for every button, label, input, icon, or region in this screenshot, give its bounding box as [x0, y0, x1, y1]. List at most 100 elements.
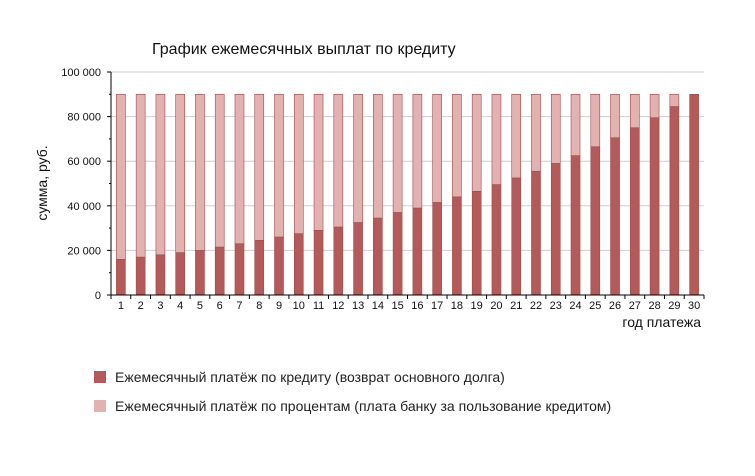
x-tick-label: 23 — [550, 300, 562, 312]
x-tick-label: 12 — [332, 300, 344, 312]
x-tick-label: 26 — [609, 300, 621, 312]
bar-principal — [570, 155, 581, 296]
grid-lines — [111, 71, 704, 251]
y-tick-label: 0 — [95, 290, 101, 302]
x-tick-labels: 1 2 3 4 5 6 7 8 9 10 11 12 13 14 15 16 17 18 19 20 21 22 23 24 2… — [118, 300, 700, 312]
bar-principal — [313, 230, 324, 296]
bar-interest — [135, 94, 146, 258]
y-tick-label: 80 000 — [67, 112, 101, 124]
x-tick-label: 18 — [451, 300, 463, 312]
bar-principal — [234, 243, 245, 296]
x-tick-label: 30 — [688, 300, 700, 312]
bar-interest — [175, 94, 185, 253]
bar-principal — [373, 217, 383, 296]
bar-interest — [353, 94, 363, 223]
bar-principal — [392, 212, 403, 296]
bar-interest — [392, 94, 403, 213]
x-tick-label: 28 — [648, 300, 660, 312]
x-tick-label: 6 — [217, 300, 223, 312]
x-tick-label: 11 — [313, 300, 324, 312]
bar-principal — [274, 236, 284, 296]
bar-principal — [689, 94, 699, 296]
bar-interest — [649, 94, 660, 119]
x-tick-label: 15 — [391, 300, 403, 312]
bar-interest — [155, 94, 166, 256]
bar-principal — [195, 250, 205, 296]
x-tick-label: 27 — [629, 300, 641, 312]
x-tick-label: 2 — [138, 300, 144, 312]
bar-interest — [550, 94, 561, 164]
bar-interest — [432, 94, 442, 203]
bar-principal — [669, 106, 680, 296]
x-tick-label: 17 — [431, 300, 443, 312]
bar-interest — [116, 94, 126, 260]
x-tick-label: 24 — [569, 300, 581, 312]
legend-swatch-interest — [94, 400, 106, 412]
bar-interest — [531, 94, 541, 172]
x-tick-label: 19 — [471, 300, 483, 312]
x-tick-label: 14 — [372, 300, 384, 312]
x-tick-label: 7 — [236, 300, 242, 312]
bar-interest — [669, 94, 680, 107]
bar-interest — [293, 94, 304, 234]
bar-interest — [333, 94, 344, 228]
x-tick-label: 9 — [276, 300, 282, 312]
bar-principal — [293, 233, 304, 296]
x-tick-label: 22 — [530, 300, 542, 312]
x-tick-label: 20 — [490, 300, 502, 312]
axes-group — [107, 71, 705, 299]
bar-interest — [234, 94, 245, 245]
x-tick-label: 4 — [177, 300, 183, 312]
bar-principal — [353, 222, 363, 296]
y-tick-label: 40 000 — [67, 201, 101, 213]
bar-interest — [452, 94, 462, 198]
bar-principal — [135, 256, 146, 296]
bar-principal — [630, 127, 640, 296]
chart-title: График ежемесячных выплат по кредиту — [152, 41, 456, 58]
x-tick-label: 10 — [293, 300, 305, 312]
x-tick-label: 1 — [118, 300, 124, 312]
bar-interest — [373, 94, 383, 219]
bar-principal — [333, 226, 344, 296]
bar-principal — [610, 137, 620, 296]
bar-principal — [590, 146, 601, 296]
y-axis-label: сумма, руб. — [34, 145, 50, 220]
x-tick-label: 13 — [352, 300, 364, 312]
x-tick-label: 3 — [157, 300, 163, 312]
y-tick-labels: 0 20 000 40 000 60 000 80 000 100 000 — [61, 67, 101, 302]
bar-interest — [511, 94, 522, 179]
bar-principal — [531, 170, 541, 296]
x-tick-label: 5 — [197, 300, 203, 312]
y-tick-label: 60 000 — [67, 156, 101, 168]
bar-interest — [630, 94, 640, 129]
x-tick-label: 21 — [510, 300, 522, 312]
bar-interest — [195, 94, 205, 251]
bar-principal — [471, 191, 482, 296]
bar-interest — [254, 94, 265, 241]
bar-principal — [155, 254, 166, 296]
y-tick-label: 100 000 — [61, 67, 101, 79]
bar-principal — [175, 252, 185, 296]
bar-principal — [214, 246, 225, 296]
x-tick-label: 8 — [256, 300, 262, 312]
bar-principal — [511, 177, 522, 296]
legend-label-principal: Ежемесячный платёж по кредиту (возврат о… — [115, 369, 505, 385]
bar-principal — [116, 259, 126, 296]
bar-interest — [590, 94, 601, 148]
bar-interest — [610, 94, 620, 139]
bars-group — [116, 94, 699, 296]
bar-principal — [452, 196, 462, 296]
bar-interest — [274, 94, 284, 238]
legend-swatch-principal — [94, 371, 106, 383]
x-tick-label: 29 — [668, 300, 680, 312]
bar-principal — [491, 184, 502, 296]
x-axis-label: год платежа — [622, 314, 701, 330]
legend-label-interest: Ежемесячный платёж по процентам (плата б… — [115, 398, 611, 414]
bar-principal — [254, 240, 265, 296]
bar-principal — [649, 117, 660, 296]
bar-interest — [214, 94, 225, 248]
bar-interest — [570, 94, 581, 156]
bar-principal — [550, 163, 561, 296]
bar-interest — [491, 94, 502, 185]
